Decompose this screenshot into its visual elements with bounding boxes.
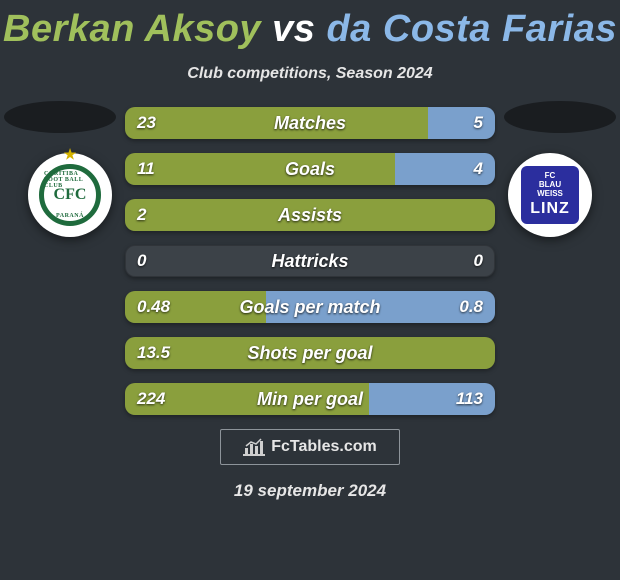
stat-row: 235Matches bbox=[125, 107, 495, 139]
club-badge-left: CORITIBA FOOT BALL CLUB CFC PARANÁ bbox=[20, 153, 120, 237]
club-badge-left-circle: CORITIBA FOOT BALL CLUB CFC PARANÁ bbox=[28, 153, 112, 237]
crest-arc-bottom: PARANÁ bbox=[56, 213, 84, 219]
coritiba-crest: CORITIBA FOOT BALL CLUB CFC PARANÁ bbox=[39, 164, 101, 226]
stat-fill-left bbox=[125, 107, 428, 139]
stat-row: 114Goals bbox=[125, 153, 495, 185]
stat-row: 0 0Hattricks bbox=[125, 245, 495, 277]
club-badge-right-circle: FC BLAU WEISS LINZ bbox=[508, 153, 592, 237]
crest-linz-big: LINZ bbox=[530, 200, 570, 218]
page-title: Berkan Aksoy vs da Costa Farias bbox=[0, 0, 620, 51]
stat-fill-left bbox=[125, 199, 495, 231]
stat-row: 0.480.8Goals per match bbox=[125, 291, 495, 323]
footer-brand: FcTables.com bbox=[220, 429, 400, 465]
stat-row: 13.5Shots per goal bbox=[125, 337, 495, 369]
stat-fill-right bbox=[395, 153, 495, 185]
stat-value-right: 0 bbox=[474, 245, 483, 277]
stat-fill-right bbox=[428, 107, 495, 139]
subtitle: Club competitions, Season 2024 bbox=[0, 65, 620, 83]
title-connector: vs bbox=[272, 8, 315, 50]
comparison-arena: CORITIBA FOOT BALL CLUB CFC PARANÁ FC BL… bbox=[0, 101, 620, 415]
stat-value-left: 0 bbox=[137, 245, 146, 277]
bars-chart-icon bbox=[243, 438, 265, 456]
crest-arc-top: CORITIBA FOOT BALL CLUB bbox=[44, 171, 96, 189]
shadow-spot-left bbox=[4, 101, 116, 133]
stat-fill-right bbox=[266, 291, 495, 323]
stat-fill-left bbox=[125, 337, 495, 369]
stats-bars: 235Matches 114Goals 2Assists 0 0Hattricks 0.4… bbox=[125, 101, 495, 415]
crest-linz-mid: BLAU WEISS bbox=[525, 181, 575, 199]
stat-fill-right bbox=[369, 383, 495, 415]
stat-fill-left bbox=[125, 291, 266, 323]
title-player-left: Berkan Aksoy bbox=[3, 8, 261, 50]
stat-fill-left bbox=[125, 153, 395, 185]
shadow-spot-right bbox=[504, 101, 616, 133]
title-player-right: da Costa Farias bbox=[326, 8, 617, 50]
club-badge-right: FC BLAU WEISS LINZ bbox=[500, 153, 600, 237]
footer-brand-text: FcTables.com bbox=[271, 438, 377, 456]
footer-date: 19 september 2024 bbox=[0, 481, 620, 501]
stat-fill-left bbox=[125, 383, 369, 415]
linz-crest: FC BLAU WEISS LINZ bbox=[521, 166, 579, 224]
stat-row: 224113Min per goal bbox=[125, 383, 495, 415]
stat-label: Hattricks bbox=[125, 245, 495, 277]
stat-row: 2Assists bbox=[125, 199, 495, 231]
